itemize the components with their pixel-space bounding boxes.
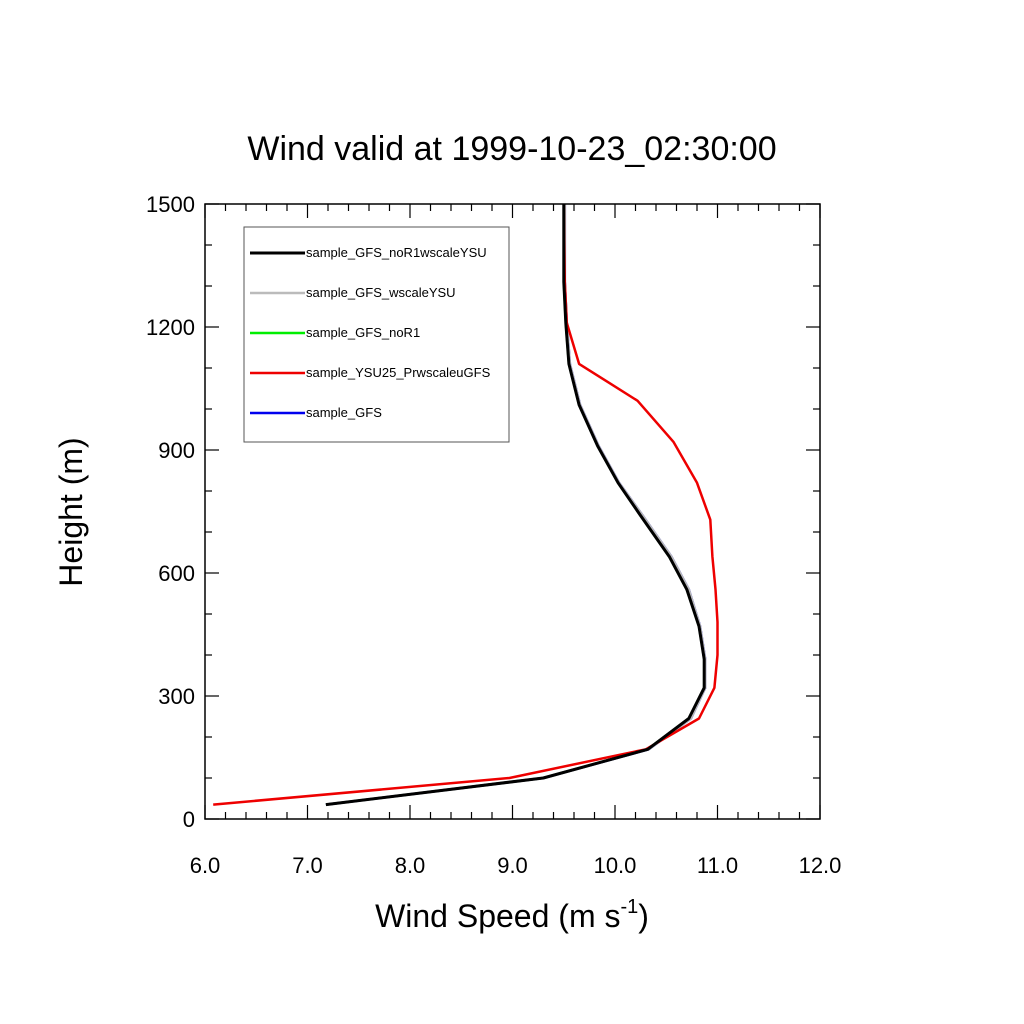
y-tick-label: 300: [158, 684, 195, 709]
x-tick-label: 11.0: [697, 853, 738, 878]
chart-title: Wind valid at 1999-10-23_02:30:00: [247, 130, 776, 168]
y-tick-label: 1200: [146, 315, 195, 340]
axis-ticks: [204, 203, 821, 820]
x-axis-title-close: ): [638, 898, 649, 934]
x-axis-title: Wind Speed (m s-1): [375, 896, 649, 934]
y-axis-title: Height (m): [53, 437, 89, 586]
x-tick-label: 6.0: [190, 853, 221, 878]
legend-label: sample_GFS_noR1: [306, 325, 420, 340]
x-tick-label: 10.0: [594, 853, 637, 878]
x-tick-labels: 6.0 7.0 8.0 9.0 10.0 11.0 12.0: [190, 853, 842, 878]
legend-label: sample_GFS: [306, 405, 382, 420]
plot-series: [213, 203, 719, 807]
legend: sample_GFS_noR1wscaleYSU sample_GFS_wscal…: [243, 226, 510, 443]
x-tick-label: 8.0: [395, 853, 426, 878]
legend-items: sample_GFS_noR1wscaleYSU sample_GFS_wscal…: [250, 245, 491, 420]
y-tick-label: 1500: [146, 192, 195, 217]
series-line-sample_YSU25_PrwscaleuGFS: [213, 203, 719, 806]
x-axis-title-superscript: -1: [620, 896, 638, 918]
x-tick-label: 12.0: [799, 853, 842, 878]
y-tick-labels: 0 300 600 900 1200 1500: [146, 192, 195, 832]
y-tick-label: 0: [183, 807, 195, 832]
legend-box: [243, 226, 510, 443]
x-tick-label: 7.0: [292, 853, 323, 878]
x-axis-title-main: Wind Speed (m s: [375, 898, 620, 934]
legend-label: sample_GFS_noR1wscaleYSU: [306, 245, 487, 260]
legend-label: sample_GFS_wscaleYSU: [306, 285, 456, 300]
y-tick-label: 900: [158, 438, 195, 463]
series-line-sample_GFS_noR1wscaleYSU: [325, 204, 706, 807]
x-tick-label: 9.0: [497, 853, 528, 878]
legend-label: sample_YSU25_PrwscaleuGFS: [306, 365, 491, 380]
y-tick-label: 600: [158, 561, 195, 586]
